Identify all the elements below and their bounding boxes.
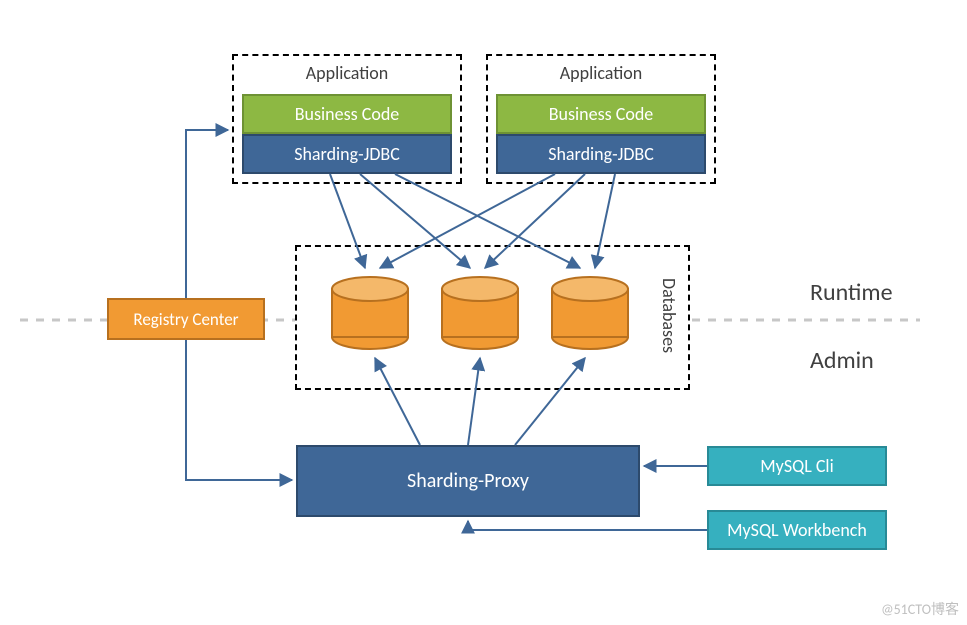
registry-center: Registry Center <box>107 298 265 340</box>
mysql-cli: MySQL Cli <box>707 446 887 486</box>
runtime-label: Runtime <box>810 278 893 307</box>
app2-jdbc-label: Sharding-JDBC <box>548 143 654 165</box>
app1-sharding-jdbc: Sharding-JDBC <box>242 134 452 174</box>
sharding-proxy: Sharding-Proxy <box>296 445 640 517</box>
watermark: @51CTO博客 <box>881 599 959 619</box>
app1-business-label: Business Code <box>295 103 399 125</box>
app1-jdbc-label: Sharding-JDBC <box>294 143 400 165</box>
mysql-workbench-label: MySQL Workbench <box>727 519 867 541</box>
app2-sharding-jdbc: Sharding-JDBC <box>496 134 706 174</box>
databases-label: Databases <box>658 278 680 353</box>
mysql-workbench: MySQL Workbench <box>707 510 887 550</box>
sharding-proxy-label: Sharding-Proxy <box>407 469 529 493</box>
edge-registry-app1 <box>186 130 228 298</box>
diagram-canvas: Application Business Code Sharding-JDBC … <box>0 0 967 625</box>
app2-business-code: Business Code <box>496 94 706 134</box>
admin-label: Admin <box>810 346 874 375</box>
app2-business-label: Business Code <box>549 103 653 125</box>
registry-center-label: Registry Center <box>133 309 238 330</box>
app1-business-code: Business Code <box>242 94 452 134</box>
mysql-cli-label: MySQL Cli <box>760 455 833 477</box>
edge-wb-proxy <box>468 521 707 530</box>
application-1-title: Application <box>234 62 460 84</box>
edge-registry-proxy <box>186 340 292 480</box>
application-2-title: Application <box>488 62 714 84</box>
databases-box <box>295 245 690 390</box>
